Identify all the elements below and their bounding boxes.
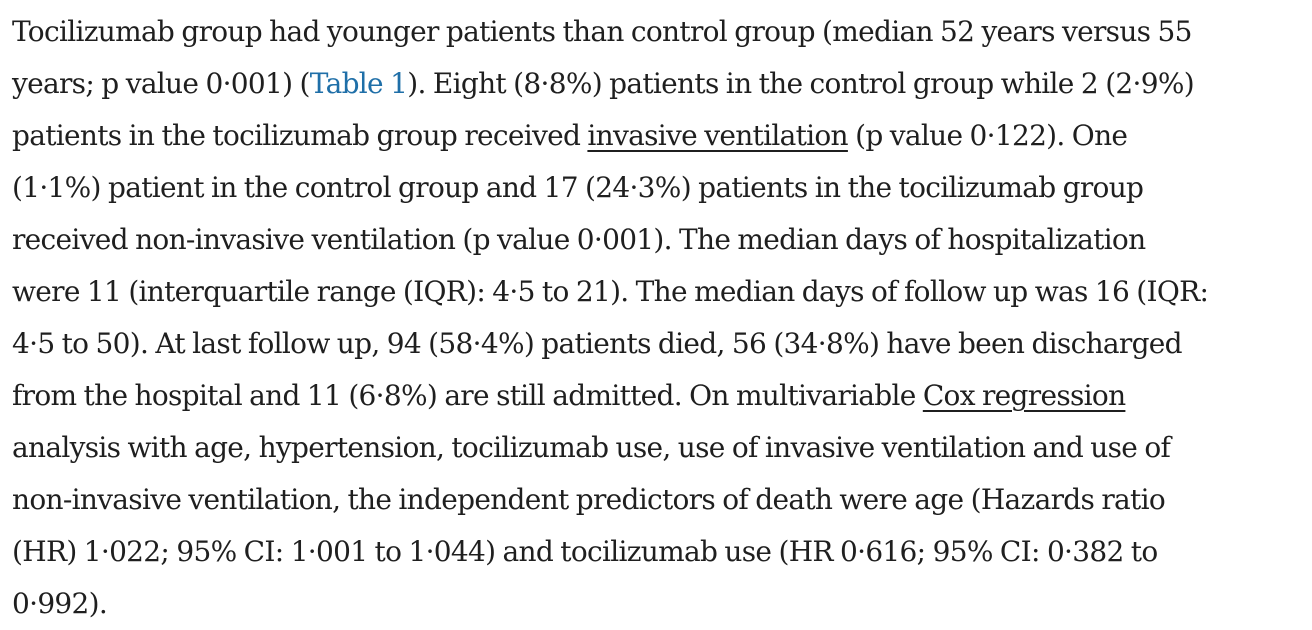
text-segment: (p value 0·122). One bbox=[847, 119, 1128, 152]
text-segment: patients in the tocilizumab group receiv… bbox=[12, 119, 588, 152]
paragraph-line: from the hospital and 11 (6·8%) are stil… bbox=[12, 370, 1310, 422]
text-segment: analysis with age, hypertension, tociliz… bbox=[12, 431, 1171, 464]
paragraph-line: (HR) 1·022; 95% CI: 1·001 to 1·044) and … bbox=[12, 526, 1310, 578]
paragraph-line: 4·5 to 50). At last follow up, 94 (58·4%… bbox=[12, 318, 1310, 370]
text-segment: years; p value 0·001) ( bbox=[12, 67, 310, 100]
text-segment: Tocilizumab group had younger patients t… bbox=[12, 15, 1192, 48]
article-paragraph: Tocilizumab group had younger patients t… bbox=[12, 6, 1310, 630]
paragraph-line: were 11 (interquartile range (IQR): 4·5 … bbox=[12, 266, 1310, 318]
text-segment: 0·992). bbox=[12, 587, 108, 620]
text-segment: non-invasive ventilation, the independen… bbox=[12, 483, 1166, 516]
paragraph-line: Tocilizumab group had younger patients t… bbox=[12, 6, 1310, 58]
text-segment: from the hospital and 11 (6·8%) are stil… bbox=[12, 379, 923, 412]
text-segment: received non-invasive ventilation (p val… bbox=[12, 223, 1146, 256]
text-segment: (HR) 1·022; 95% CI: 1·001 to 1·044) and … bbox=[12, 535, 1158, 568]
text-segment: ). Eight (8·8%) patients in the control … bbox=[407, 67, 1194, 100]
glossary-term-link[interactable]: invasive ventilation bbox=[587, 119, 848, 152]
paragraph-line: 0·992). bbox=[12, 578, 1310, 630]
table-reference-link[interactable]: Table 1 bbox=[309, 67, 408, 100]
glossary-term-link[interactable]: Cox regression bbox=[922, 379, 1126, 412]
text-segment: were 11 (interquartile range (IQR): 4·5 … bbox=[12, 275, 1209, 308]
paragraph-line: analysis with age, hypertension, tociliz… bbox=[12, 422, 1310, 474]
text-segment: 4·5 to 50). At last follow up, 94 (58·4%… bbox=[12, 327, 1183, 360]
paragraph-line: years; p value 0·001) (Table 1). Eight (… bbox=[12, 58, 1310, 110]
paragraph-line: non-invasive ventilation, the independen… bbox=[12, 474, 1310, 526]
text-segment: (1·1%) patient in the control group and … bbox=[12, 171, 1144, 204]
paragraph-line: patients in the tocilizumab group receiv… bbox=[12, 110, 1310, 162]
paragraph-line: (1·1%) patient in the control group and … bbox=[12, 162, 1310, 214]
paragraph-line: received non-invasive ventilation (p val… bbox=[12, 214, 1310, 266]
